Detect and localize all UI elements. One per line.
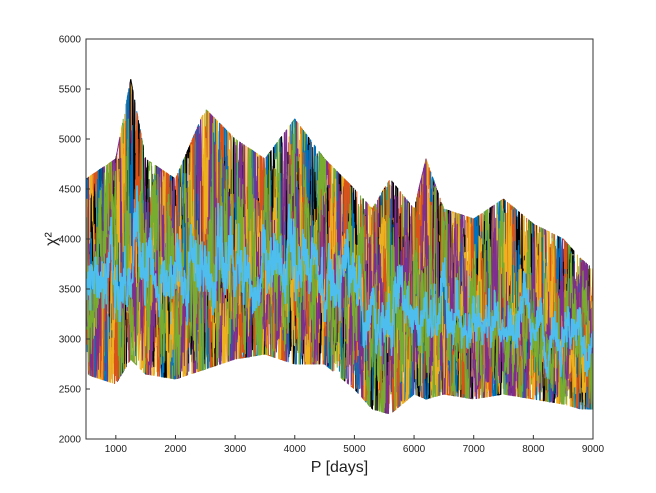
x-tick-label: 6000	[403, 444, 426, 455]
y-tick-label: 3000	[59, 335, 82, 346]
y-axis-label: χ²	[43, 231, 60, 245]
x-tick-label: 8000	[522, 444, 545, 455]
y-tick-label: 5500	[59, 85, 82, 96]
x-axis-label: P [days]	[311, 459, 369, 476]
ticks-layer: 1000 2000 3000 4000 5000 6000 7000 8000 9000 2000…	[59, 35, 605, 456]
x-tick-label: 5000	[343, 444, 366, 455]
x-tick-label: 4000	[284, 444, 307, 455]
y-tick-label: 2500	[59, 385, 82, 396]
series-layer	[86, 79, 593, 414]
x-tick-label: 7000	[463, 444, 486, 455]
y-tick-label: 6000	[59, 35, 82, 46]
x-tick-label: 3000	[224, 444, 247, 455]
y-tick-label: 4500	[59, 185, 82, 196]
series-line	[86, 185, 593, 379]
y-tick-label: 4000	[59, 235, 82, 246]
x-tick-label: 1000	[105, 444, 128, 455]
y-tick-label: 3500	[59, 285, 82, 296]
x-tick-label: 2000	[164, 444, 187, 455]
y-tick-label: 5000	[59, 135, 82, 146]
x-tick-label: 9000	[582, 444, 605, 455]
y-tick-label: 2000	[59, 435, 82, 446]
